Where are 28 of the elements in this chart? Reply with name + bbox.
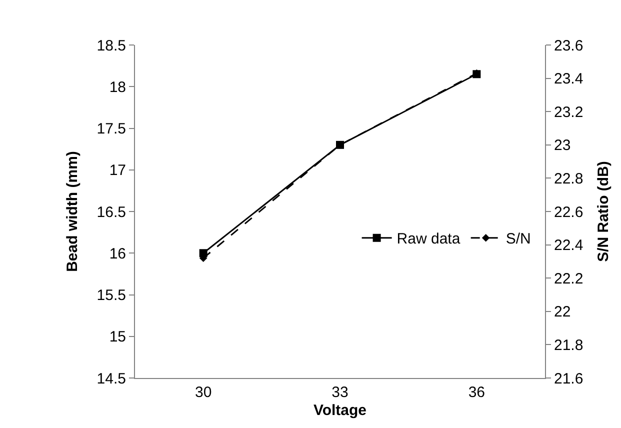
x-axis-title: Voltage [313, 402, 367, 419]
y-tick-label: 16.5 [96, 204, 126, 221]
y2-tick-label: 21.8 [554, 336, 584, 354]
legend-label: Raw data [396, 230, 461, 248]
y2-tick-label: 23 [554, 137, 571, 154]
y2-tick-label: 22.6 [554, 204, 584, 221]
y-tick-label: 18 [109, 78, 126, 96]
y-axis-title: Bead width (mm) [64, 151, 82, 272]
y-tick-label: 14.5 [96, 370, 126, 388]
y-tick-label: 15.5 [96, 287, 126, 304]
y-tick-label: 15 [109, 328, 126, 346]
y2-tick-label: 22.8 [554, 170, 584, 188]
x-tick-label: 36 [468, 384, 486, 401]
y-tick-label: 18.5 [96, 37, 126, 54]
y-tick-label: 17.5 [96, 120, 126, 138]
y2-tick-label: 23.4 [554, 70, 584, 88]
y2-tick-label: 23.2 [554, 104, 584, 121]
y2-tick-label: 22.4 [554, 237, 584, 254]
y2-axis-title: S/N Ratio (dB) [595, 161, 612, 262]
y2-tick-label: 21.6 [554, 370, 584, 388]
y-tick-label: 16 [109, 245, 126, 262]
y-tick-label: 17 [109, 162, 126, 180]
x-tick-label: 30 [194, 384, 212, 401]
y2-tick-label: 23.6 [554, 37, 584, 54]
y2-tick-label: 22 [554, 304, 571, 321]
y2-tick-label: 22.2 [554, 270, 584, 288]
x-tick-label: 33 [332, 384, 348, 401]
legend-label: S/N [506, 230, 531, 248]
